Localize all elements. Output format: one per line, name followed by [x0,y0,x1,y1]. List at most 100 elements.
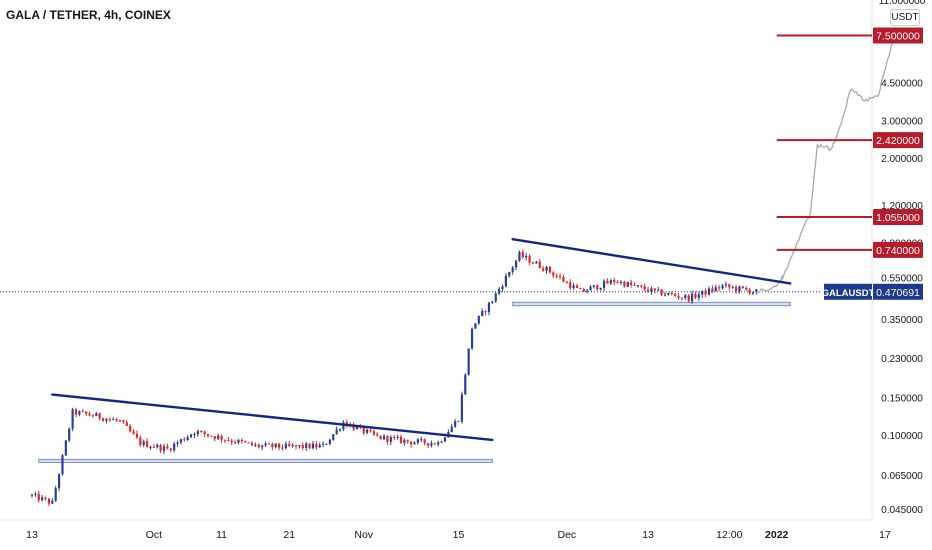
candle-body [166,446,169,449]
candle-body [660,289,663,296]
candle-body [196,431,199,435]
candle-body [57,474,61,489]
candle-body [122,420,125,423]
candle-body [399,436,403,443]
candle-body [538,261,541,269]
candle-body [511,267,514,273]
candle-body [680,297,684,299]
candle-body [579,288,582,290]
candle-body [223,439,227,441]
candle-body [247,442,250,444]
candle-body [230,440,233,443]
candle-body [575,285,579,289]
candle-body [755,289,758,293]
candle-body [355,426,359,430]
candle-body [589,286,592,291]
candle-body [667,292,670,295]
candle-body [206,434,210,436]
price-tick-label: 3.000000 [881,116,923,127]
candle-body [281,447,284,449]
candle-body [376,434,379,436]
candle-body [464,374,467,395]
candle-body [30,494,34,496]
candle-body [315,443,318,448]
time-tick-label: 2022 [765,529,789,541]
price-tick-label: 0.065000 [881,471,923,482]
candle-body [91,415,95,417]
candle-body [643,286,646,290]
candle-body [650,288,653,292]
candle-body [684,295,687,298]
candle-body [531,262,535,264]
candle-body [382,435,386,440]
time-tick-label: 11 [216,529,227,541]
candle-body [294,445,298,447]
candle-body [724,284,728,286]
candle-body [240,439,243,442]
candle-body [396,436,399,438]
price-tick-label: 0.150000 [881,394,923,405]
time-tick-label: Oct [146,529,162,541]
candle-body [101,418,105,421]
candle-body [139,437,142,445]
candle-body [176,442,179,444]
candle-body [189,434,193,438]
candle-body [450,426,453,433]
support-zone [512,301,791,307]
support-zones [38,301,791,463]
candle-body [142,441,145,445]
price-tick-label: 0.100000 [881,431,923,442]
candle-body [213,436,216,439]
candle-body [112,419,115,421]
candle-body [674,294,677,296]
target-price-label: 7.500000 [876,30,920,42]
candle-body [284,443,287,449]
candle-body [406,439,409,442]
price-tick-label: 0.045000 [881,505,923,516]
candle-body [403,439,406,443]
time-tick-label: 17 [879,529,891,541]
candle-body [64,440,67,456]
current-symbol-label: GALAUSDT [822,288,875,299]
candle-body [250,442,254,446]
candle-body [264,443,267,446]
candle-body [474,323,477,329]
candle-body [237,439,240,443]
candle-body [569,282,572,289]
candle-body [115,419,118,421]
candle-body [135,433,139,438]
candlestick-series [30,249,758,507]
candle-body [78,411,81,415]
candle-body [179,439,183,443]
time-tick-label: 21 [283,529,295,541]
candle-body [318,444,321,448]
candle-body [108,418,111,420]
candle-body [613,280,616,283]
time-tick-label: 13 [26,529,38,541]
candle-body [457,421,460,423]
chart-title: GALA / TETHER, 4h, COINEX [6,8,171,22]
candle-body [521,252,524,258]
price-unit-button[interactable]: USDT [890,9,920,26]
candle-body [572,285,575,289]
candle-body [586,290,589,292]
candle-body [156,444,159,448]
candle-body [552,272,555,276]
candle-body [366,429,369,433]
candle-body [416,439,419,443]
target-price-label: 2.420000 [876,135,920,147]
candle-body [606,281,609,284]
candle-body [596,285,599,290]
candle-body [623,281,626,287]
candle-body [85,411,88,414]
candle-body [301,445,304,448]
target-price-label: 1.055000 [876,212,920,224]
candle-body [54,488,57,501]
candle-body [267,443,271,445]
candle-body [640,285,643,287]
candle-body [420,439,423,441]
candle-body [51,500,54,504]
candle-body [220,435,223,440]
candle-body [707,288,711,295]
